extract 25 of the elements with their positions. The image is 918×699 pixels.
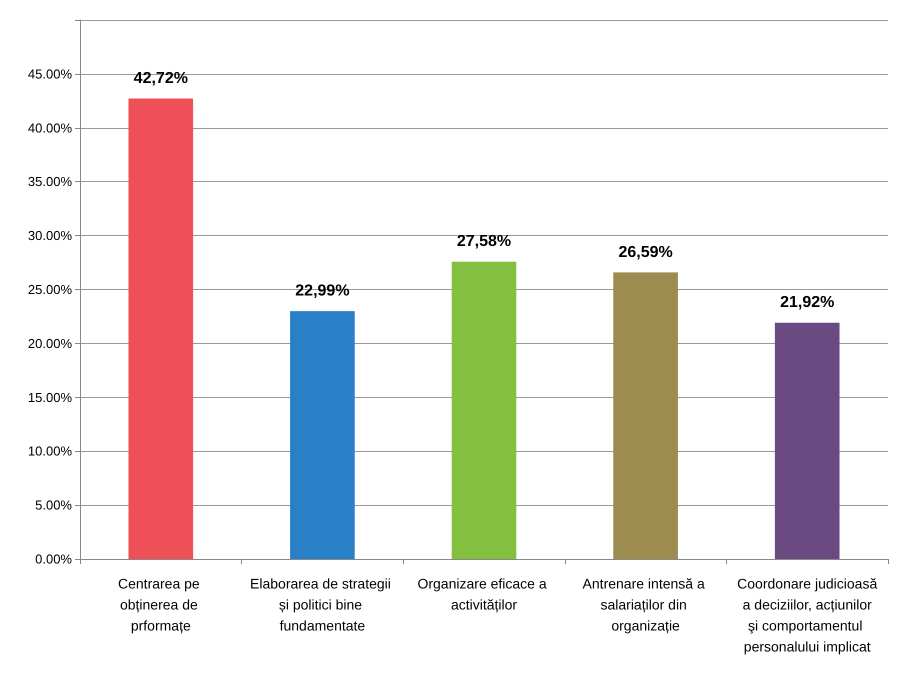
x-tick-label: Centrarea pe obținerea de prformațe: [118, 576, 204, 634]
bar: [128, 98, 194, 559]
bar: [613, 272, 678, 559]
x-tick-label: Elaborarea de strategii și politici bine fundamentate: [250, 576, 395, 634]
y-tick-label: 40.00%: [28, 120, 72, 136]
y-tick-label: 20.00%: [28, 336, 72, 351]
y-tick-label: 25.00%: [28, 282, 72, 297]
bar: [452, 262, 516, 559]
data-label: 27,58%: [456, 233, 512, 250]
y-tick-label: 45.00%: [28, 66, 72, 82]
y-tick-label: 15.00%: [28, 390, 72, 405]
data-label: 26,59%: [618, 244, 673, 261]
bar: [774, 322, 840, 559]
x-tick-label: Coordonare judicioasă a deciziilor, acțiunilor şi comportamentul personalului implicat: [737, 576, 878, 654]
x-tick-label: Antrenare intensă a salariaților din organizație: [582, 576, 709, 634]
data-label: 42,72%: [134, 70, 188, 87]
data-label: 22,99%: [295, 282, 350, 300]
x-tick-label: Organizare eficace a activităților: [417, 576, 551, 612]
y-tick-label: 0.00%: [35, 552, 72, 566]
data-label: 21,92%: [780, 294, 834, 312]
y-tick-label: 35.00%: [28, 174, 72, 190]
y-tick-label: 30.00%: [28, 228, 72, 244]
y-tick-label: 5.00%: [35, 498, 72, 513]
y-tick-label: 10.00%: [28, 444, 72, 459]
bar: [290, 311, 355, 559]
